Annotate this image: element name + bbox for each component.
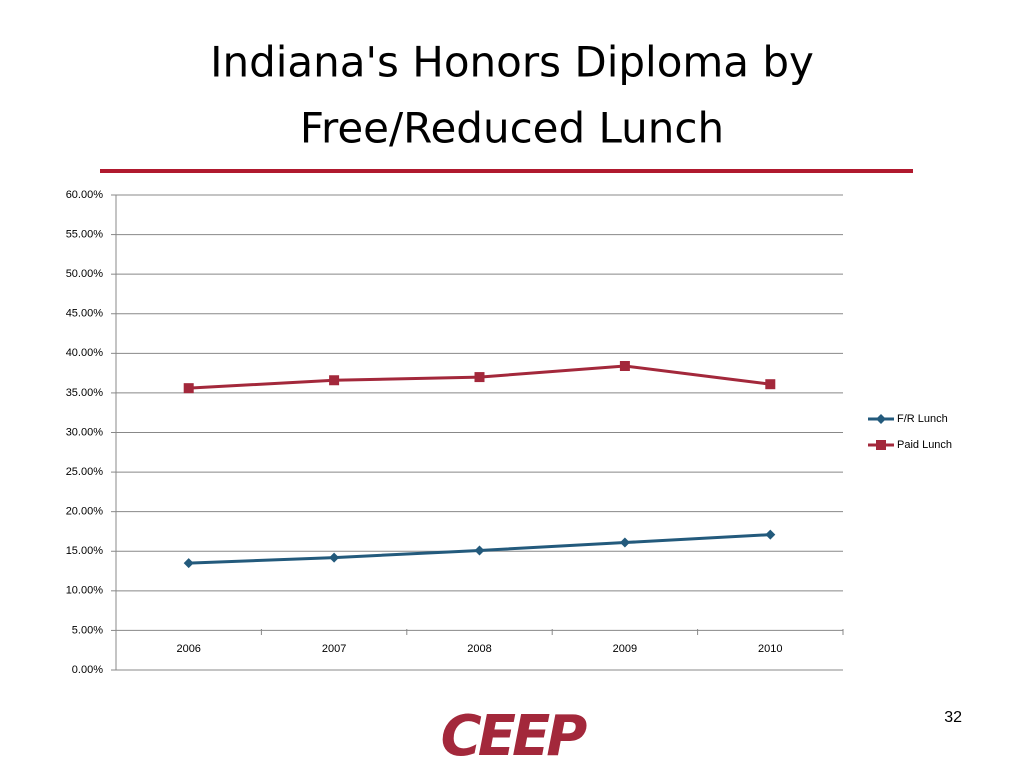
chart-title: Free/Reduced Lunch [300,104,724,153]
x-tick-label: 2006 [176,643,200,655]
data-point [474,545,485,556]
x-tick-label: 2007 [322,643,346,655]
legend-label: F/R Lunch [897,413,948,425]
y-tick-label: 20.00% [66,506,104,518]
data-point [183,383,194,394]
y-tick-label: 25.00% [66,466,104,478]
y-tick-label: 10.00% [66,585,104,597]
data-point [474,372,485,383]
legend-marker [876,414,886,424]
y-tick-label: 40.00% [66,347,104,359]
y-tick-label: 35.00% [66,387,104,399]
y-tick-label: 5.00% [72,624,103,636]
legend-marker [876,440,886,450]
data-point [183,558,194,569]
y-tick-label: 30.00% [66,426,104,438]
x-tick-label: 2008 [467,643,491,655]
data-point [619,537,630,548]
x-tick-label: 2009 [613,643,637,655]
data-point [619,361,630,371]
data-point [329,375,340,386]
y-tick-label: 60.00% [66,189,104,201]
chart-title: Indiana's Honors Diploma by [210,38,814,87]
data-point [765,379,776,390]
data-point [765,529,776,540]
y-tick-label: 45.00% [66,308,104,320]
x-tick-label: 2010 [758,643,782,655]
y-tick-label: 55.00% [66,228,104,240]
y-tick-label: 15.00% [66,545,104,557]
y-tick-label: 50.00% [66,268,104,280]
data-point [329,552,340,563]
legend-label: Paid Lunch [897,439,952,451]
y-tick-label: 0.00% [72,664,103,676]
page-number: 32 [944,709,962,726]
logo: CEEP [441,704,588,768]
